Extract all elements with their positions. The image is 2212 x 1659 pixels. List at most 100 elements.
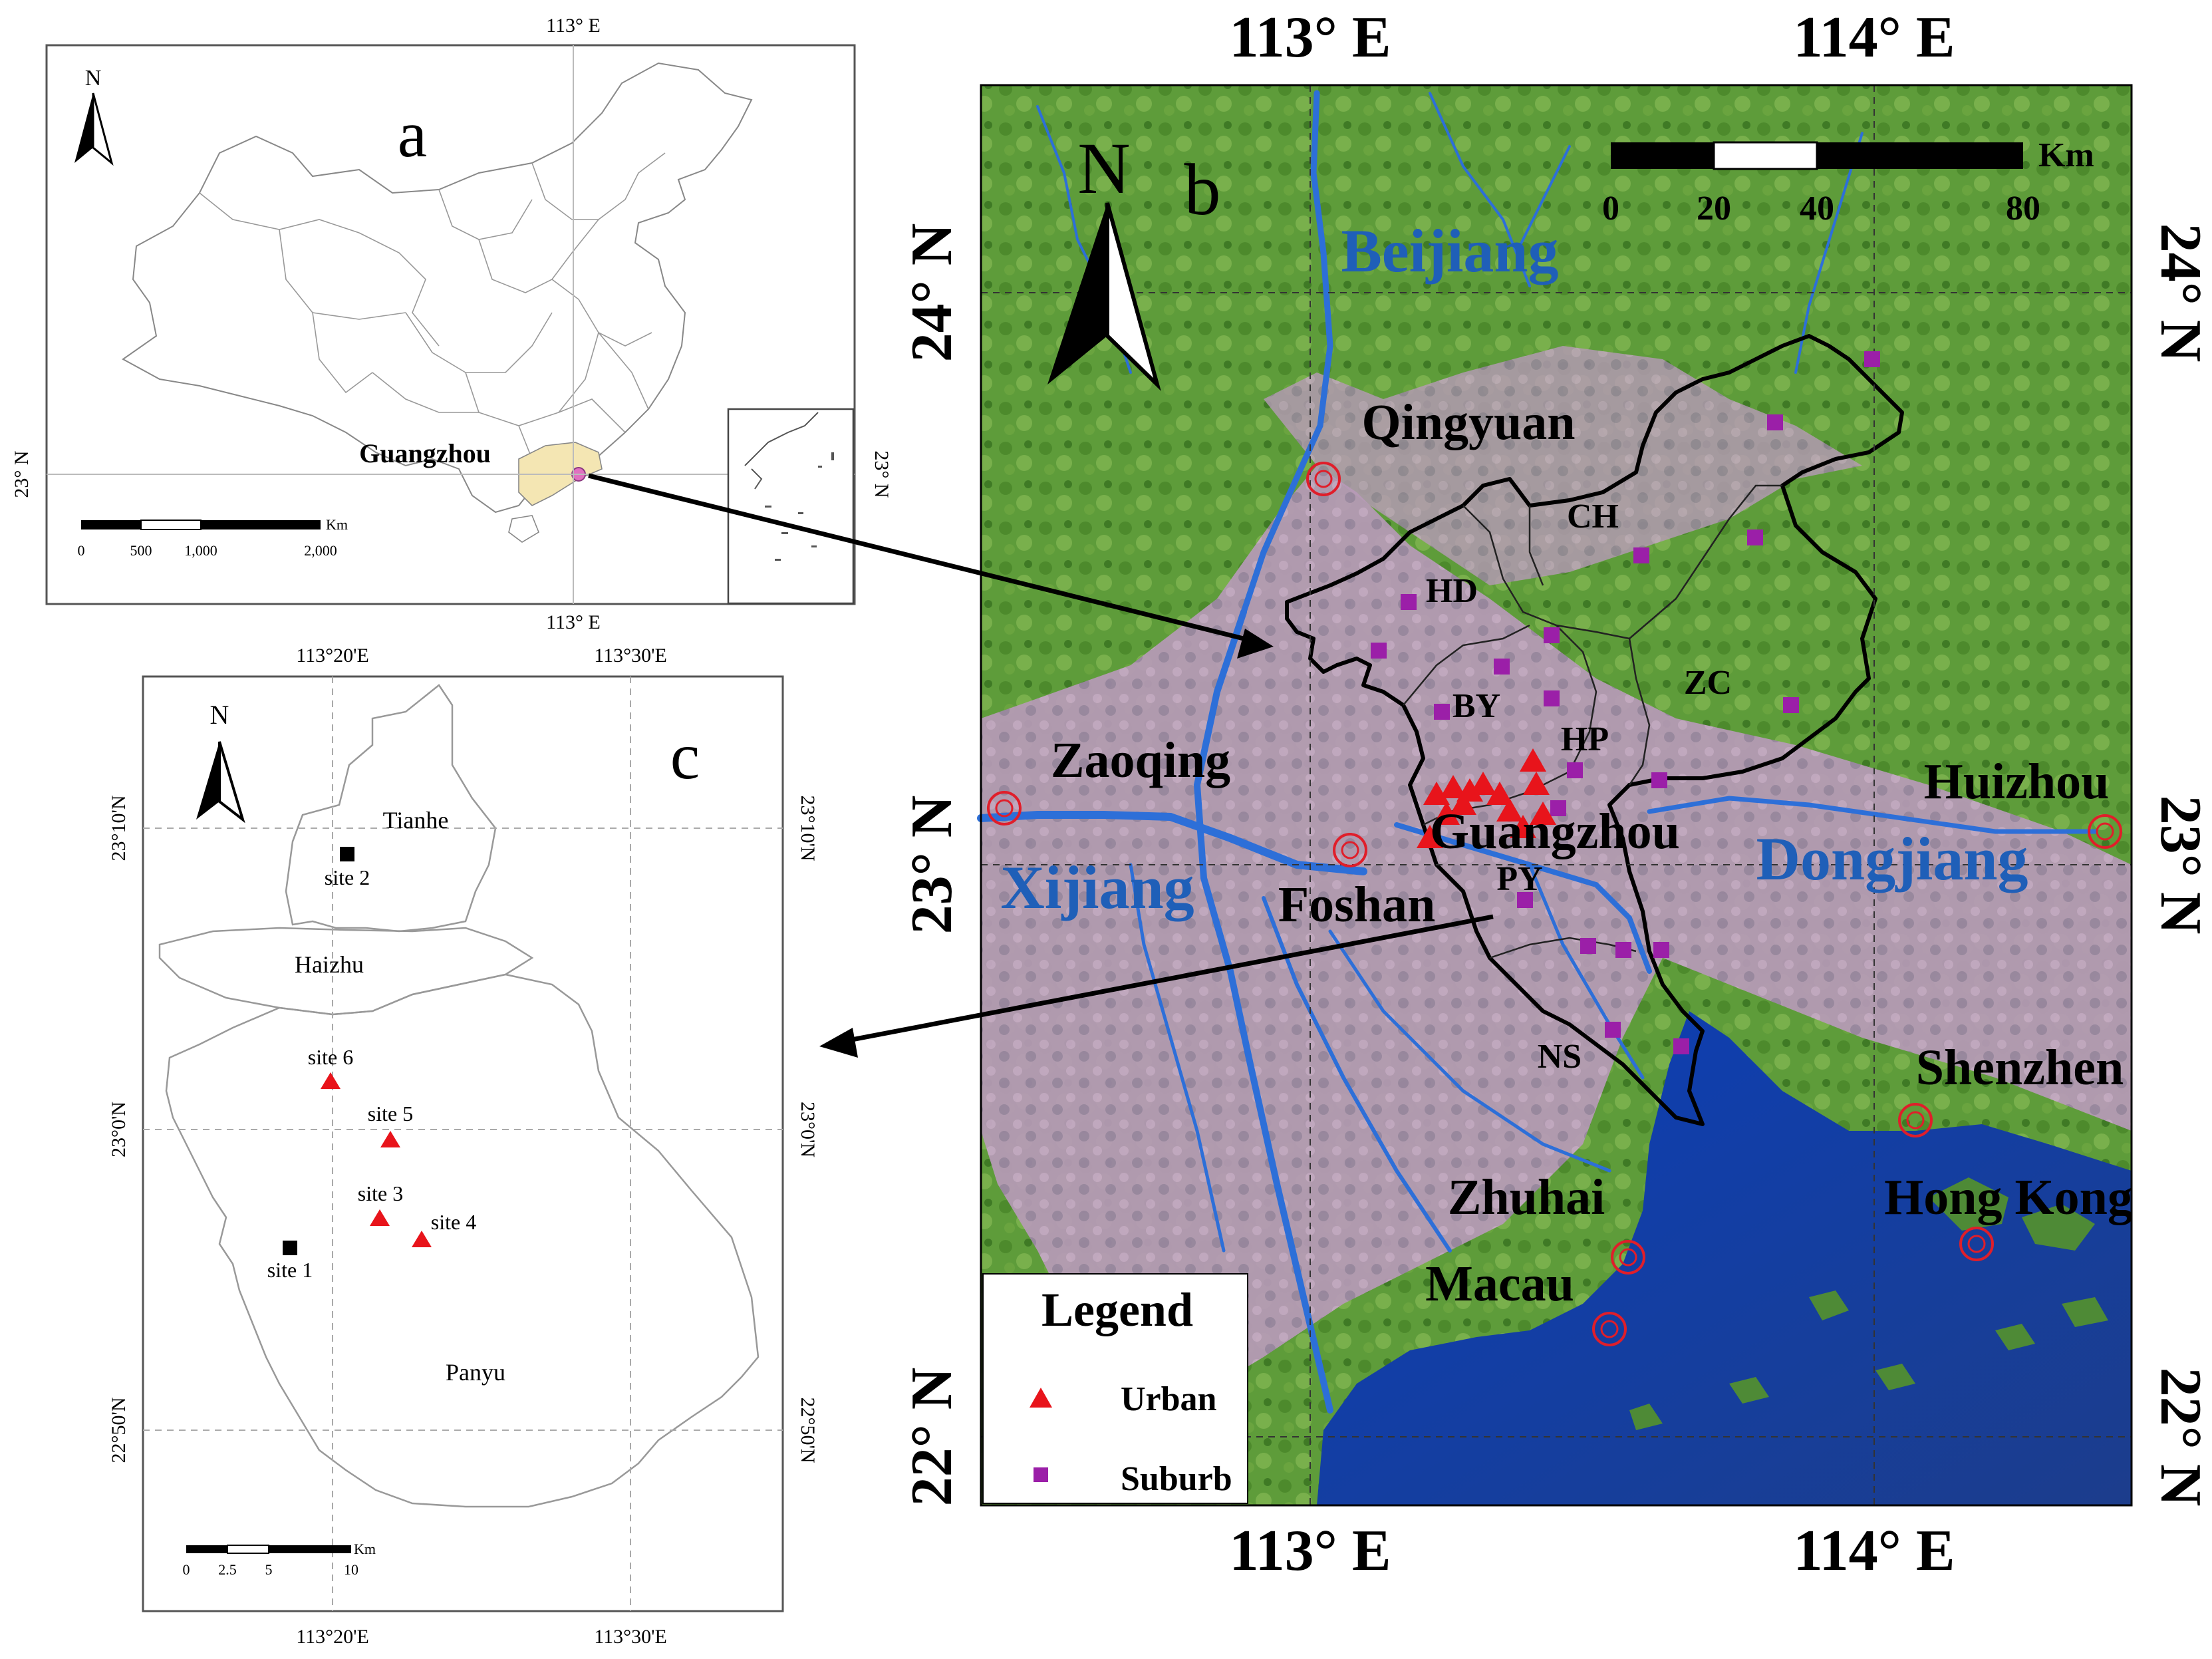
macau-target-icon: [1592, 1312, 1627, 1346]
suburb-site-marker: [1550, 800, 1566, 816]
shenzhen-target-icon: [1898, 1103, 1933, 1137]
urban-site-marker: [1486, 782, 1513, 805]
panel-a-letter: a: [398, 97, 427, 171]
panel-c-scale-tick: 2.5: [218, 1561, 237, 1578]
district-label-ch: CH: [1567, 498, 1619, 535]
city-label-shenzhen: Shenzhen: [1916, 1040, 2124, 1096]
panel-a-left-lat: 23° N: [11, 450, 33, 498]
district-label-hd: HD: [1426, 572, 1478, 610]
urban-site-marker: [1520, 748, 1546, 772]
suburb-site-marker: [1517, 892, 1533, 908]
panel-b-left-lat-24: 24° N: [900, 224, 964, 363]
panel-c-scale-unit: Km: [354, 1541, 376, 1557]
panel-c-scale-bar: Km 0 2.5 5 10: [183, 1541, 376, 1578]
panel-c-north-arrow-icon: N: [196, 700, 245, 824]
panel-c-left-lat-10: 23°10'N: [108, 795, 130, 861]
panel-c-frame: [142, 675, 784, 1612]
suburb-site-marker: [1494, 659, 1510, 675]
river-label-xijiang: Xijiang: [1000, 853, 1194, 921]
panel-c-scale-tick: 5: [265, 1561, 273, 1578]
panel-c: 113°20'E 113°30'E 113°20'E 113°30'E 23°1…: [108, 645, 819, 1648]
hainan-island: [508, 515, 539, 543]
panel-b-scale-tick: 40: [1800, 190, 1834, 227]
panel-a-city-label: Guangzhou: [359, 438, 491, 468]
panel-c-right-lat-50: 22°50'N: [797, 1397, 819, 1463]
suburb-site-marker: [1615, 942, 1631, 958]
district-label-panyu: Panyu: [446, 1359, 505, 1386]
district-labels: CH HD BY HP ZC PY NS: [1426, 498, 1732, 1076]
city-label-zhuhai: Zhuhai: [1448, 1169, 1605, 1225]
city-label-zaoqing: Zaoqing: [1051, 732, 1230, 788]
suburb-site-marker: [1653, 942, 1669, 958]
islands: [1629, 1177, 2108, 1430]
panel-b-right-lat-23: 23° N: [2148, 796, 2212, 935]
panel-c-district-labels: Tianhe Haizhu Panyu: [295, 807, 505, 1386]
panel-c-top-lon-30: 113°30'E: [594, 645, 667, 667]
urban-site-marker: [1417, 825, 1443, 848]
panel-b-north-label: N: [1077, 128, 1130, 209]
panel-c-north-label: N: [210, 700, 229, 730]
panel-b-bottom-lon-113: 113° E: [1229, 1519, 1391, 1583]
urban-site-marker: [1423, 782, 1450, 805]
city-label-hongkong: Hong Kong: [1884, 1169, 2133, 1225]
panel-a-scale-unit: Km: [326, 516, 348, 533]
city-target-icons: [987, 462, 2122, 1346]
panel-b-letter: b: [1184, 149, 1221, 230]
south-china-sea-inset: [727, 408, 855, 605]
suburb-site-marker: [1747, 529, 1763, 545]
suburb-site-marker: [1864, 351, 1880, 367]
zaoqing-target-icon: [987, 791, 1022, 826]
inset-island: [751, 468, 763, 490]
legend-urban-symbol: [1030, 1388, 1052, 1408]
urban-site-marker: [1510, 815, 1536, 838]
urban-sites: [1417, 748, 1556, 848]
panel-c-scale-tick: 10: [344, 1561, 358, 1578]
connector-arrows: [588, 473, 1494, 1058]
site-4-label: site 4: [431, 1210, 476, 1234]
city-label-foshan: Foshan: [1278, 877, 1436, 933]
arrow-a-to-b: [588, 473, 1258, 645]
inset-islands: [765, 452, 834, 561]
suburb-site-marker: [1544, 690, 1560, 706]
site-5-label: site 5: [368, 1102, 413, 1126]
panel-b-top-lon-114: 114° E: [1793, 5, 1955, 70]
panel-b-bottom-lon-114: 114° E: [1793, 1519, 1955, 1583]
inset-coast: [744, 412, 819, 466]
suburb-site-marker: [1371, 643, 1387, 659]
huizhou-target-icon: [2088, 814, 2122, 849]
district-label-py: PY: [1496, 860, 1542, 898]
panel-a-scale-bar: Km 0 500 1,000 2,000: [78, 516, 348, 559]
suburb-site-marker: [1401, 594, 1417, 610]
panel-b-left-lat-23: 23° N: [900, 796, 964, 935]
suburb-sites: [1371, 351, 1880, 1054]
site-6-label: site 6: [308, 1045, 353, 1069]
panel-a-scale-tick: 500: [130, 542, 152, 559]
legend-urban-label: Urban: [1121, 1380, 1217, 1418]
panel-c-top-lon-20: 113°20'E: [296, 645, 369, 667]
district-label-tianhe: Tianhe: [383, 807, 449, 833]
site-1-label: site 1: [267, 1258, 313, 1282]
city-label-macau: Macau: [1425, 1256, 1574, 1312]
suburb-site-marker: [1673, 1038, 1689, 1054]
district-label-hp: HP: [1561, 720, 1609, 758]
panel-c-bottom-lon-30: 113°30'E: [594, 1626, 667, 1648]
panel-b-legend: Legend Urban Suburb: [982, 1273, 1248, 1504]
arrow-b-to-c-head: [819, 1028, 858, 1058]
panel-b-north-arrow-icon: N: [1047, 128, 1161, 391]
foshan-target-icon: [1333, 833, 1367, 867]
river-label-dongjiang: Dongjiang: [1756, 825, 2028, 893]
panel-b-axis-labels: 113° E 114° E 113° E 114° E 24° N 23° N …: [900, 5, 2212, 1583]
site-2-label: site 2: [325, 865, 370, 889]
urban-site-marker: [1433, 802, 1460, 825]
panel-a-scale-tick: 0: [78, 542, 85, 559]
panel-c-letter: c: [670, 719, 700, 793]
site-1-marker: [283, 1241, 297, 1255]
urban-site-marker: [1496, 798, 1523, 822]
city-labels: Qingyuan Zaoqing Foshan Guangzhou Huizho…: [1051, 394, 2133, 1312]
legend-suburb-label: Suburb: [1121, 1460, 1232, 1498]
panel-c-right-lat-10: 23°10'N: [797, 795, 819, 861]
panel-a-north-label: N: [85, 66, 102, 90]
suburb-site-marker: [1434, 704, 1450, 720]
sea-area: [1317, 1011, 2132, 1505]
